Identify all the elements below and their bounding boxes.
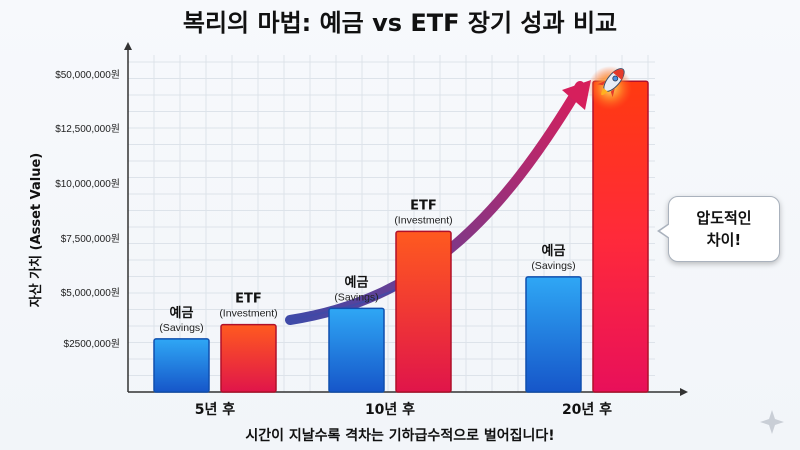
bar-etf-2: [592, 80, 649, 393]
bar-label-subname: (Savings): [334, 291, 378, 303]
y-tick-label: $2500,000원: [64, 338, 120, 350]
bar-label-name: 예금: [542, 243, 566, 259]
bar-label-subname: (Investment): [394, 214, 452, 226]
callout-line-1: 압도적인: [696, 209, 752, 227]
x-category-label: 10년 후: [365, 402, 415, 418]
bar-savings-2: [525, 276, 582, 393]
y-tick-label: $10,000,000원: [55, 178, 120, 190]
y-axis-label: 자산 가치 (Asset Value): [28, 153, 44, 308]
bar-etf-0: [220, 323, 277, 393]
y-axis-arrowhead: [124, 42, 132, 50]
chart-title: 복리의 마법: 예금 vs ETF 장기 성과 비교: [183, 9, 617, 37]
sparkle-icon: [760, 410, 784, 434]
callout-bubble: 압도적인 차이!: [657, 196, 780, 262]
bar-label-subname: (Savings): [531, 260, 575, 272]
bar-savings-1: [328, 307, 385, 393]
bar-label-name: 예금: [170, 305, 194, 321]
y-tick-label: $12,500,000원: [55, 123, 120, 135]
x-category-label: 20년 후: [562, 402, 612, 418]
bar-label-name: 예금: [345, 274, 369, 290]
bar-label-subname: (Savings): [159, 322, 203, 334]
bar-label-name: ETF: [235, 292, 262, 307]
y-tick-label: $7,500,000원: [61, 233, 120, 245]
category-labels: 5년 후 10년 후 20년 후: [195, 402, 612, 418]
growth-arrow-head: [562, 80, 591, 110]
bar-labels: 예금(Savings)ETF(Investment)예금(Savings)ETF…: [159, 198, 575, 334]
callout-line-2: 차이!: [706, 231, 742, 249]
rocket-icon: [588, 66, 632, 110]
bar-label-subname: (Investment): [219, 308, 277, 320]
x-axis-arrowhead: [680, 388, 688, 396]
x-category-label: 5년 후: [195, 402, 235, 418]
bar-savings-0: [153, 338, 210, 393]
bar-label-name: ETF: [410, 198, 437, 213]
y-tick-label: $50,000,000원: [55, 69, 120, 81]
footer-caption: 시간이 지날수록 격차는 기하급수적으로 벌어집니다!: [245, 427, 554, 444]
y-tick-labels: $50,000,000원 $12,500,000원 $10,000,000원 $7,5…: [55, 69, 120, 350]
bars: [153, 80, 649, 393]
y-tick-label: $5,000,000원: [61, 287, 120, 299]
bar-etf-1: [395, 230, 452, 393]
